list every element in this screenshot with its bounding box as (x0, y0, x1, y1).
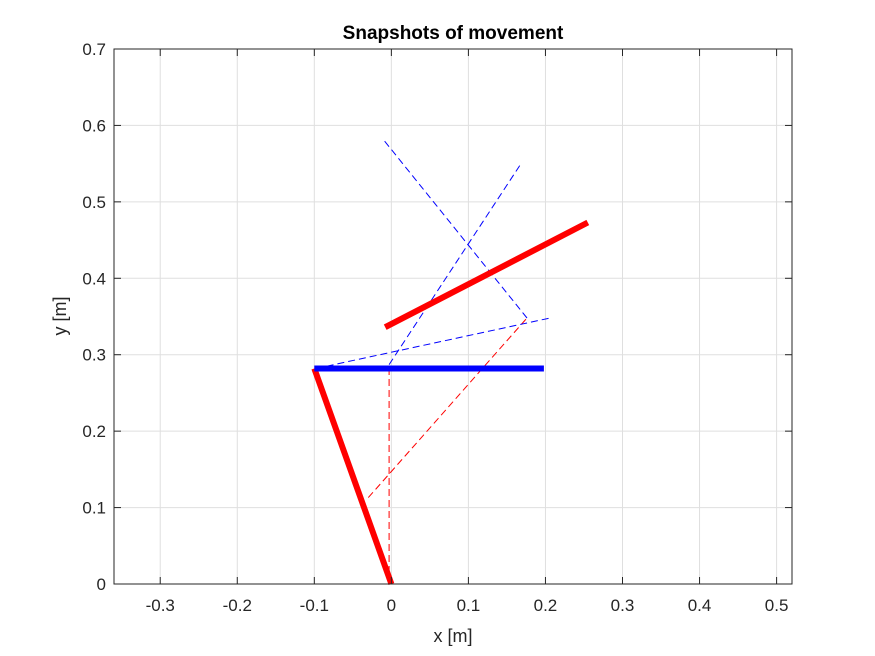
y-tick-label: 0.2 (82, 422, 106, 441)
y-tick-label: 0 (97, 575, 106, 594)
x-tick-label: -0.3 (146, 596, 175, 615)
dashed-red-link (367, 317, 528, 498)
ticks (114, 48, 792, 585)
solid-red-link (311, 367, 395, 586)
x-tick-label: 0 (387, 596, 396, 615)
plot-area-background (114, 49, 792, 584)
x-tick-label: 0.2 (534, 596, 558, 615)
y-tick-label: 0.4 (82, 269, 106, 288)
dashed-blue-link (388, 164, 521, 365)
x-tick-label: -0.2 (223, 596, 252, 615)
x-axis-label: x [m] (434, 626, 473, 646)
y-tick-labels: 0 0.1 0.2 0.3 0.4 0.5 0.6 0.7 (82, 40, 106, 594)
y-axis-label: y [m] (50, 297, 70, 336)
dashed-blue-link (315, 317, 551, 369)
solid-red-link (383, 219, 590, 330)
chart-title: Snapshots of movement (343, 23, 564, 44)
plot-frame (113, 48, 793, 585)
y-tick-label: 0.5 (82, 193, 106, 212)
x-tick-label: 0.3 (611, 596, 635, 615)
x-tick-label: 0.1 (457, 596, 481, 615)
x-tick-label: -0.1 (300, 596, 329, 615)
dashed-blue-link (383, 139, 528, 319)
x-tick-label: 0.4 (688, 596, 712, 615)
x-tick-label: 0.5 (765, 596, 789, 615)
y-tick-label: 0.1 (82, 499, 106, 518)
x-tick-labels: -0.3 -0.2 -0.1 0 0.1 0.2 0.3 0.4 0.5 (146, 596, 789, 615)
y-tick-label: 0.7 (82, 40, 106, 59)
y-tick-label: 0.3 (82, 346, 106, 365)
y-tick-label: 0.6 (82, 116, 106, 135)
data-series (311, 139, 590, 586)
